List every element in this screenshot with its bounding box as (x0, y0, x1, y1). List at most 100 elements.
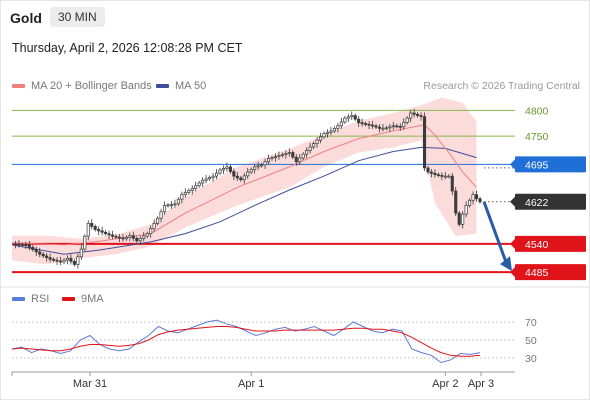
candle-body (194, 185, 198, 189)
candle-body (384, 127, 388, 130)
candle-body (405, 117, 409, 123)
candle-body (253, 166, 257, 170)
candle-body (353, 115, 357, 120)
level-tag-4540 (515, 235, 586, 252)
rsi-ma-swatch (62, 297, 75, 301)
candle-body (242, 175, 246, 181)
candle-body (86, 223, 90, 237)
candle-body (79, 248, 83, 258)
candle-body (318, 136, 323, 141)
candle-body (391, 125, 395, 128)
candle-body (291, 152, 295, 158)
candle-body (100, 230, 104, 233)
legend-ma20: MA 20 + Bollinger Bands (12, 80, 152, 92)
level-tag-arrow-4540 (510, 238, 515, 249)
candle-body (69, 257, 73, 262)
rsi-ma-label: 9MA (81, 293, 104, 305)
candle-body (447, 175, 451, 178)
candle-body (145, 233, 149, 237)
candle-body (176, 198, 180, 205)
candle-body (364, 123, 368, 125)
candle-body (152, 223, 156, 229)
level-tag-4622 (515, 193, 586, 210)
candle-body (62, 259, 66, 263)
candle-body (305, 150, 309, 155)
candle-body (20, 244, 24, 246)
candle-body (429, 171, 434, 174)
candle-body (41, 253, 45, 257)
candle-body (343, 117, 347, 123)
candle-body (201, 179, 205, 184)
candle-body (197, 182, 201, 187)
x-label-apr-2: Apr 2 (432, 378, 458, 390)
candle-body (221, 168, 226, 171)
candle-body (214, 172, 219, 177)
candle-body (249, 169, 253, 173)
candle-body (332, 128, 336, 132)
candle-body (97, 229, 101, 232)
candle-body (138, 238, 142, 242)
candle-body (367, 123, 371, 126)
candle-body (357, 118, 361, 124)
candle-body (114, 235, 118, 238)
candle-body (55, 259, 59, 262)
level-label-4750: 4750 (525, 131, 549, 143)
level-tag-4695 (515, 156, 586, 173)
candle-body (107, 233, 111, 236)
candle-body (187, 190, 191, 193)
timeframe-badge[interactable]: 30 MIN (50, 7, 105, 27)
candle-body (398, 125, 402, 128)
candle-body (121, 237, 125, 240)
candle-body (426, 167, 430, 173)
candle-body (218, 169, 222, 174)
ma20-swatch (12, 84, 25, 88)
candle-body (128, 235, 132, 238)
candle-body (93, 226, 97, 230)
ma50-label: MA 50 (175, 80, 207, 92)
candle-body (273, 156, 278, 158)
candle-body (468, 199, 472, 206)
candle-body (183, 192, 187, 195)
candles-group (13, 108, 482, 269)
candle-body (388, 126, 392, 129)
candle-body (325, 131, 330, 134)
legend-rsi-ma: 9MA (62, 293, 104, 305)
candle-body (17, 243, 21, 246)
candle-body (374, 125, 378, 128)
candle-body (38, 251, 42, 255)
candle-body (72, 261, 76, 265)
candle-body (409, 112, 413, 119)
legend-ma50: MA 50 (156, 80, 206, 92)
candle-body (90, 223, 94, 227)
x-label-apr-3: Apr 3 (468, 378, 494, 390)
rsi-tick-30: 30 (525, 353, 537, 365)
candle-body (180, 194, 184, 200)
candle-body (266, 158, 271, 163)
candle-body (308, 146, 312, 151)
candle-body (370, 124, 375, 127)
candle-body (239, 177, 243, 181)
rsi-ma-line (11, 326, 481, 357)
candle-body (294, 156, 298, 163)
timestamp: Thursday, April 2, 2026 12:08:28 PM CET (12, 41, 243, 55)
candle-body (457, 212, 461, 225)
candle-body (419, 115, 423, 117)
candle-body (156, 217, 160, 224)
level-label-4800: 4800 (525, 105, 549, 117)
candle-body (110, 234, 115, 237)
candle-body (27, 244, 31, 248)
candle-body (34, 249, 38, 253)
candle-body (474, 194, 479, 200)
level-label-4485: 4485 (525, 267, 549, 279)
instrument-name: Gold (10, 10, 42, 26)
candle-body (228, 166, 232, 172)
candle-body (169, 204, 174, 206)
level-label-4622: 4622 (525, 197, 549, 209)
candle-body (166, 204, 170, 207)
rsi-line (11, 319, 481, 364)
candle-body (149, 228, 153, 234)
candle-body (76, 256, 80, 265)
rsi-label: RSI (31, 293, 50, 305)
candle-body (450, 175, 454, 192)
candle-body (443, 175, 447, 178)
